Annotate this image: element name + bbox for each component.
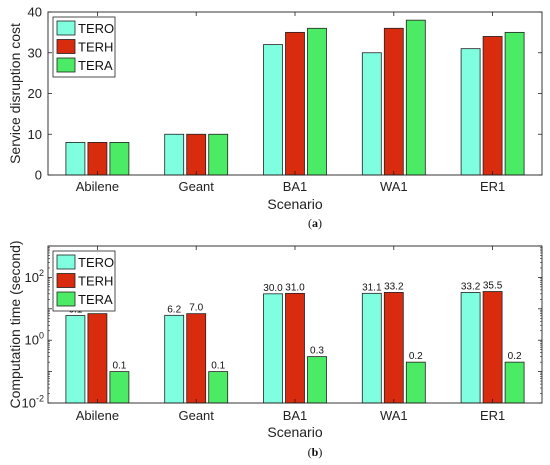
x-tick-label: BA1: [283, 408, 308, 423]
y-axis-label: Service disruption cost: [7, 23, 23, 164]
data-label: 7.0: [189, 303, 203, 314]
bar-tera-er1: [504, 361, 525, 404]
y-tick-label: 0: [35, 168, 42, 183]
legend-swatch-tero: [56, 254, 76, 270]
legend-label-terh: TERH: [78, 274, 113, 289]
legend-swatch-terh: [56, 273, 76, 288]
x-axis-label: Scenario: [267, 196, 322, 212]
y-tick-label: 102: [25, 268, 44, 285]
bar-tero-wa1: [361, 52, 382, 176]
x-tick-label: Geant: [178, 408, 214, 423]
bar-terh-ba1: [285, 31, 305, 176]
data-label: 35.5: [483, 281, 503, 292]
subfigure-caption: (b): [308, 445, 323, 459]
data-label: 33.2: [384, 281, 404, 292]
data-label: 0.1: [211, 361, 225, 372]
legend: TERO TERH TERA: [52, 16, 116, 78]
y-tick-label: 20: [28, 86, 42, 101]
y-tick-label: 100: [25, 331, 44, 348]
bar-terh-er1: [482, 291, 503, 404]
subfigure-caption: (a): [308, 216, 322, 230]
bar-tera-wa1: [405, 19, 426, 176]
chart-2: 6.16.230.031.133.27.07.031.033.235.50.10…: [7, 240, 543, 459]
data-label: 30.0: [263, 283, 283, 294]
y-tick-label: 30: [28, 45, 42, 60]
legend-swatch-tera: [56, 291, 76, 307]
y-axis-label: Computation time (second): [7, 240, 23, 408]
bar-tera-abilene: [109, 371, 130, 404]
bar-tera-abilene: [109, 141, 130, 176]
legend-swatch-terh: [56, 39, 76, 54]
x-tick-label: ER1: [480, 408, 505, 423]
legend-label-terh: TERH: [78, 40, 113, 55]
data-label: 0.2: [409, 351, 423, 362]
bar-terh-abilene: [87, 313, 108, 404]
bar-tera-geant: [208, 371, 229, 404]
bar-terh-abilene: [87, 141, 108, 176]
y-tick-label: 10-2: [22, 394, 44, 411]
bar-tero-ba1: [263, 44, 283, 176]
data-label: 31.0: [285, 282, 305, 293]
x-tick-label: Geant: [178, 179, 214, 194]
bar-tero-geant: [164, 314, 185, 404]
bar-tero-geant: [164, 133, 185, 176]
bar-tera-wa1: [405, 361, 426, 404]
bar-tera-er1: [504, 31, 525, 176]
x-tick-label: WA1: [380, 408, 408, 423]
bar-terh-wa1: [383, 27, 404, 176]
bar-terh-wa1: [383, 292, 404, 404]
bar-terh-er1: [482, 36, 503, 176]
bar-tero-er1: [460, 48, 481, 176]
bar-tero-abilene: [65, 315, 86, 404]
bar-tero-abilene: [65, 141, 86, 176]
x-tick-label: WA1: [380, 179, 408, 194]
y-tick-label: 40: [28, 5, 42, 20]
bar-terh-geant: [186, 313, 207, 404]
x-tick-label: Abilene: [76, 179, 119, 194]
data-label: 0.1: [112, 361, 126, 372]
x-axis-label: Scenario: [267, 424, 322, 440]
bar-terh-geant: [186, 133, 207, 176]
data-label: 31.1: [362, 282, 382, 293]
legend-swatch-tero: [56, 20, 76, 36]
x-tick-label: Abilene: [76, 408, 119, 423]
legend-label-tero: TERO: [78, 255, 114, 270]
bar-tera-ba1: [307, 27, 327, 176]
x-tick-label: ER1: [480, 179, 505, 194]
legend-label-tero: TERO: [78, 21, 114, 36]
y-tick-label: 10: [28, 127, 42, 142]
x-tick-label: BA1: [283, 179, 308, 194]
data-label: 6.2: [167, 304, 181, 315]
legend-swatch-tera: [56, 57, 76, 73]
legend: TERO TERH TERA: [52, 250, 116, 312]
bar-tera-geant: [208, 133, 229, 176]
legend-label-tera: TERA: [78, 58, 113, 73]
data-label: 0.2: [508, 351, 522, 362]
bar-tero-ba1: [263, 293, 283, 404]
bar-tero-wa1: [361, 292, 382, 404]
legend-label-tera: TERA: [78, 292, 113, 307]
data-label: 0.3: [310, 346, 324, 357]
bar-tera-ba1: [307, 356, 327, 404]
data-label: 33.2: [461, 281, 481, 292]
chart-1: 0 10 20 30 40 Abilene Geant BA1 WA1 ER1 Scenario Se…: [7, 5, 543, 230]
bar-tero-er1: [460, 292, 481, 404]
bar-terh-ba1: [285, 292, 305, 404]
